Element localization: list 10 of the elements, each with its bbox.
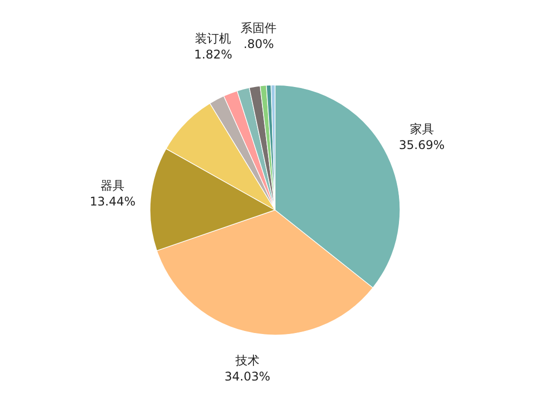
slice-label: 系固件: [240, 20, 277, 35]
data-label: .80%: [243, 36, 274, 51]
data-label: 35.69%: [398, 138, 445, 152]
slice-label: 器具: [100, 178, 125, 192]
slice-label: 装订机: [195, 31, 232, 46]
data-label: 1.82%: [194, 47, 232, 62]
slice-label: 技术: [234, 354, 260, 368]
data-label: 13.44%: [90, 194, 136, 208]
data-label: 34.03%: [224, 370, 270, 384]
slice-label: 家具: [410, 122, 434, 136]
